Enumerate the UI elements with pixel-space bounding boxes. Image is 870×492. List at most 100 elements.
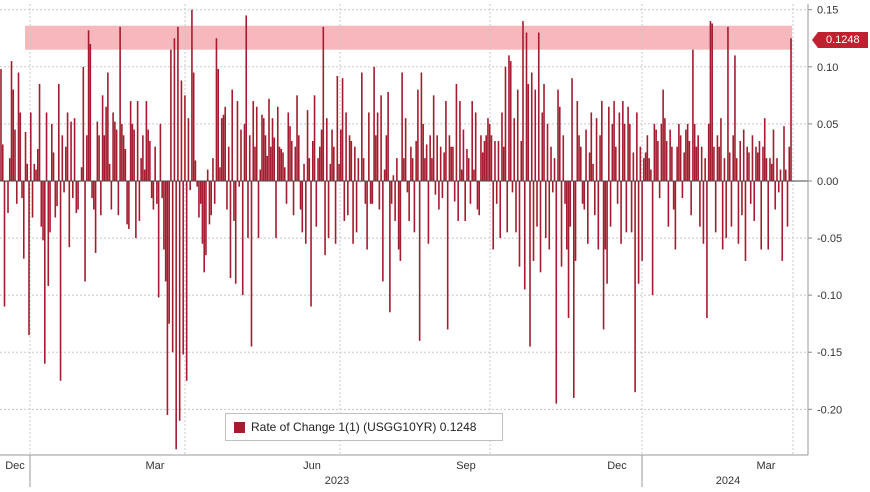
bar-114 — [199, 180, 202, 204]
bar-256 — [448, 135, 451, 181]
bar-34 — [59, 180, 62, 381]
bar-181 — [317, 158, 319, 181]
bar-341 — [597, 180, 600, 250]
bar-441 — [772, 129, 775, 181]
bar-305 — [534, 89, 537, 181]
bar-436 — [763, 118, 766, 181]
bar-111 — [194, 160, 197, 181]
bar-32 — [56, 180, 58, 207]
bar-429 — [751, 135, 754, 181]
bar-423 — [741, 180, 743, 216]
bar-170 — [297, 135, 300, 181]
bar-403 — [706, 180, 708, 318]
bar-177 — [310, 180, 312, 307]
bar-325 — [569, 180, 572, 227]
bar-282 — [494, 141, 496, 181]
bar-430 — [753, 180, 756, 221]
bar-53 — [93, 180, 95, 210]
bar-379 — [664, 118, 666, 181]
legend-swatch — [234, 421, 245, 433]
bar-199 — [348, 135, 351, 181]
bar-313 — [548, 180, 551, 250]
bar-20 — [35, 169, 37, 181]
bar-271 — [474, 112, 477, 181]
bar-434 — [760, 180, 763, 250]
bar-391 — [685, 129, 687, 181]
bar-147 — [257, 180, 260, 239]
bar-317 — [555, 180, 558, 404]
bar-36 — [63, 180, 65, 193]
bar-345 — [604, 180, 607, 250]
bar-61 — [107, 72, 109, 181]
bar-427 — [748, 152, 750, 181]
bar-283 — [495, 180, 498, 204]
bar-322 — [564, 180, 566, 204]
bar-370 — [648, 158, 650, 181]
bar-385 — [674, 180, 677, 250]
ytick-label-4: -0.05 — [817, 233, 842, 245]
bar-448 — [784, 169, 787, 181]
legend: Rate of Change 1(1) (USGG10YR) 0.1248 — [225, 413, 503, 441]
ytick-label-1: 0.10 — [817, 62, 838, 74]
bar-150 — [262, 118, 265, 181]
bar-9 — [15, 180, 18, 204]
bar-229 — [401, 72, 403, 181]
bar-96 — [168, 180, 170, 324]
bar-374 — [655, 129, 657, 181]
bar-422 — [739, 141, 742, 181]
bar-133 — [233, 180, 235, 221]
bar-175 — [306, 110, 309, 181]
bar-219 — [383, 169, 386, 181]
bar-58 — [101, 95, 104, 181]
bar-333 — [583, 180, 586, 210]
bar-35 — [61, 135, 64, 181]
bar-281 — [492, 180, 495, 250]
bar-353 — [618, 112, 621, 181]
bar-369 — [646, 135, 649, 181]
bar-200 — [350, 141, 353, 181]
bar-331 — [580, 146, 582, 181]
bar-340 — [595, 118, 598, 181]
bar-97 — [170, 49, 172, 181]
bar-328 — [574, 180, 577, 261]
bar-43 — [75, 180, 78, 213]
bar-213 — [373, 66, 375, 181]
highlight-band — [25, 25, 792, 50]
bar-198 — [347, 180, 349, 216]
bar-51 — [89, 43, 92, 181]
bar-13 — [22, 180, 25, 259]
bar-252 — [441, 180, 444, 199]
bar-33 — [58, 83, 60, 181]
bar-390 — [683, 152, 685, 181]
bar-446 — [781, 180, 784, 261]
bar-273 — [478, 180, 481, 216]
bar-194 — [340, 129, 342, 181]
bar-409 — [716, 135, 719, 181]
bar-376 — [658, 180, 661, 199]
bar-319 — [558, 106, 561, 181]
bar-196 — [343, 180, 346, 221]
bar-250 — [438, 180, 440, 210]
bar-294 — [515, 180, 517, 233]
bar-14 — [24, 131, 27, 181]
bar-346 — [606, 180, 608, 284]
bar-129 — [226, 180, 228, 210]
bar-60 — [105, 106, 107, 181]
bar-50 — [87, 30, 90, 181]
bar-78 — [136, 101, 139, 181]
bar-21 — [36, 149, 39, 181]
bar-276 — [483, 141, 486, 181]
bar-83 — [145, 101, 148, 181]
bar-405 — [709, 21, 712, 181]
bar-225 — [394, 180, 396, 221]
bar-218 — [382, 180, 384, 282]
bar-137 — [240, 129, 242, 181]
bar-335 — [587, 180, 589, 244]
bar-279 — [488, 123, 491, 181]
bar-270 — [473, 169, 475, 181]
bar-321 — [562, 135, 565, 181]
bar-87 — [152, 180, 155, 210]
bar-160 — [280, 149, 283, 181]
bar-24 — [42, 180, 44, 241]
bar-389 — [681, 180, 684, 199]
